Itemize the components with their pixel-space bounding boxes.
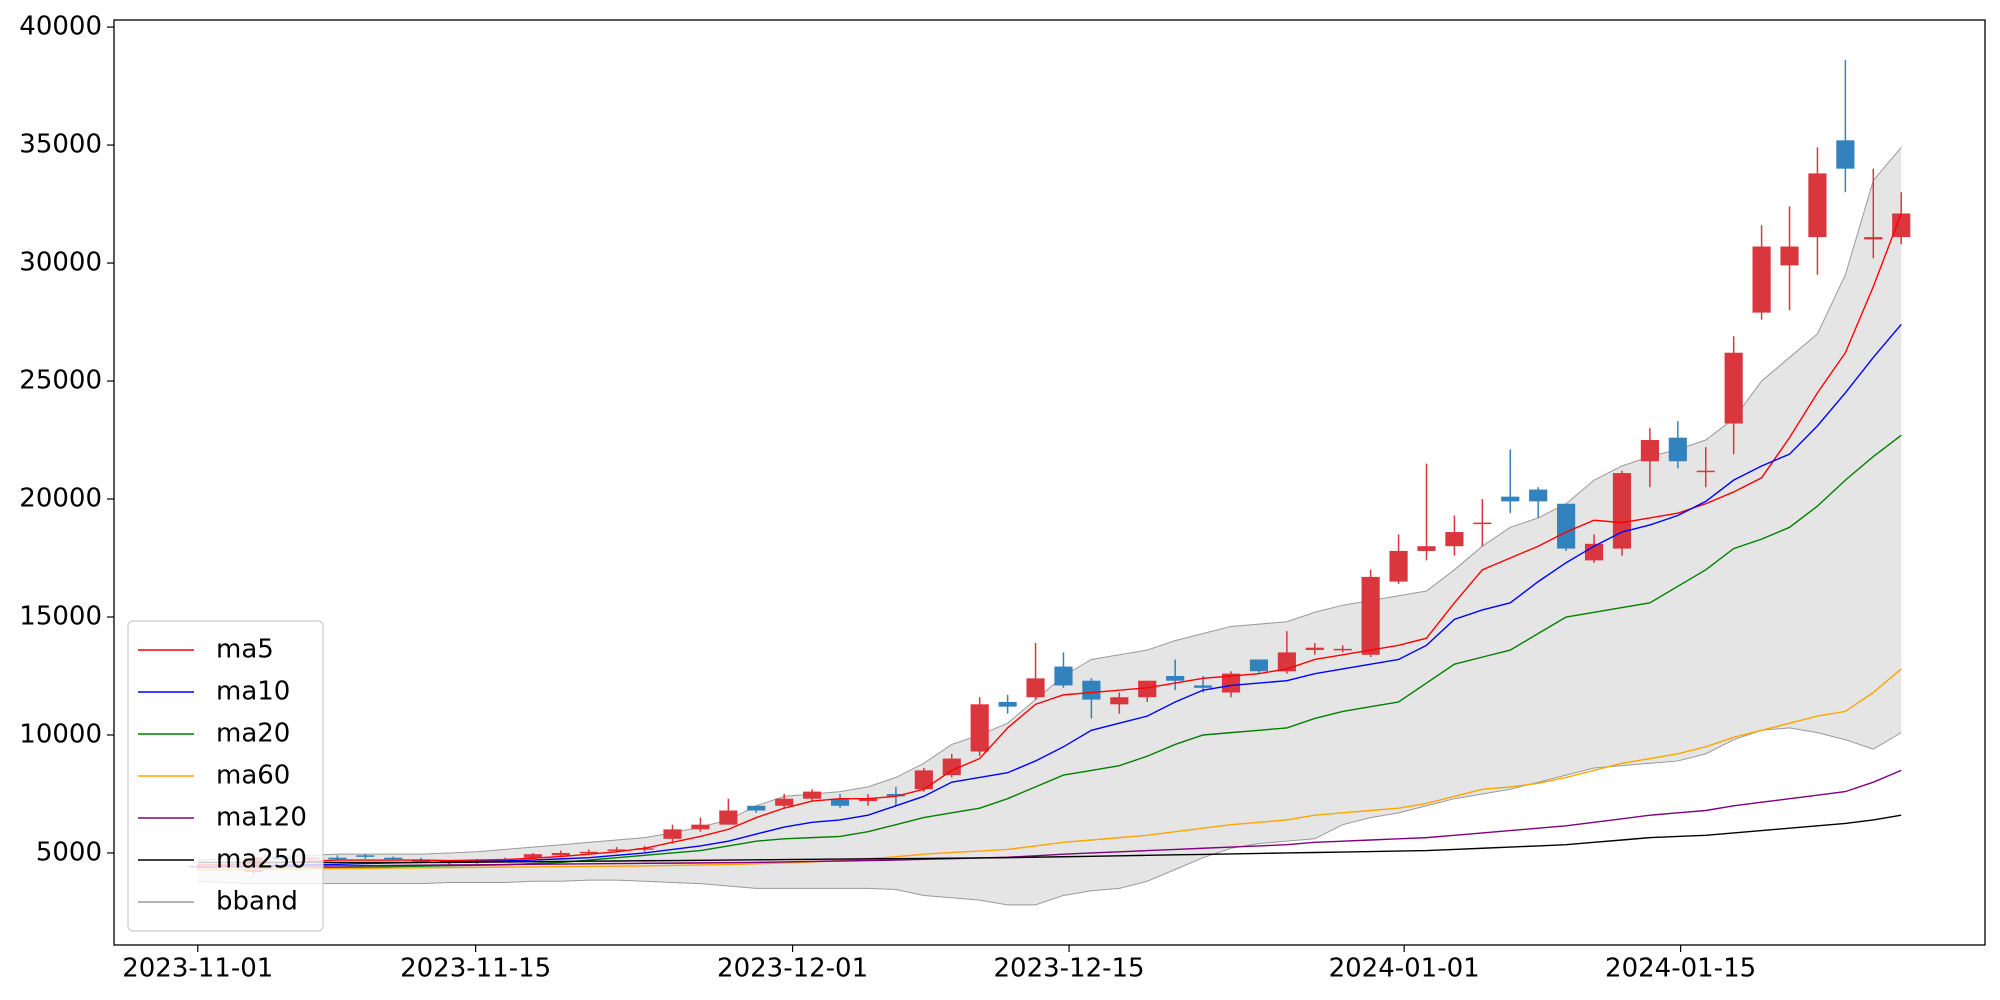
candle-body (1389, 550, 1408, 582)
candle-body (1417, 546, 1436, 551)
candle-body (1361, 576, 1380, 655)
candle-body (635, 848, 654, 850)
x-tick-label: 2023-11-01 (122, 954, 273, 984)
candle-body (1082, 680, 1101, 700)
candle-body (1445, 532, 1464, 547)
plot-area (188, 60, 1911, 906)
y-tick-label: 20000 (19, 484, 102, 514)
legend-label: bband (216, 887, 298, 917)
candle-body (998, 701, 1017, 707)
candle-body (1305, 647, 1324, 651)
candle-body (1249, 659, 1269, 672)
candle-body (1864, 237, 1883, 240)
candle-body (803, 791, 822, 799)
x-tick-label: 2023-11-15 (400, 954, 551, 984)
ma-line (197, 769, 1902, 868)
candle-body (1780, 246, 1799, 266)
candle-body (1808, 173, 1827, 238)
candle-body (1473, 522, 1492, 525)
candle-body (830, 798, 850, 806)
band-fill (197, 147, 1902, 905)
candle-body (607, 849, 626, 851)
candle-body (384, 857, 403, 860)
candle-body (858, 798, 878, 802)
candle-body (1640, 440, 1659, 462)
candle-body (1724, 352, 1743, 424)
candle-body (970, 704, 989, 752)
legend-label: ma20 (216, 719, 290, 749)
legend-label: ma250 (216, 845, 307, 875)
candle-body (1333, 648, 1352, 651)
candle-body (356, 855, 375, 857)
candle-body (579, 851, 598, 854)
ma-line (197, 323, 1902, 868)
candle-body (412, 860, 431, 862)
candle-body (551, 852, 570, 856)
candle-body (1110, 697, 1129, 705)
legend-label: ma60 (216, 761, 290, 791)
legend-label: ma5 (216, 635, 274, 665)
candle-body (1557, 503, 1576, 549)
candle-body (1696, 470, 1715, 473)
candle-body (1752, 246, 1771, 313)
x-tick-label: 2024-01-01 (1329, 954, 1480, 984)
candle-body (1612, 473, 1632, 549)
legend-label: ma10 (216, 677, 290, 707)
candle-body (663, 829, 682, 839)
candle-body (1584, 543, 1604, 561)
ma-line (197, 213, 1902, 866)
y-tick-label: 35000 (19, 130, 102, 160)
candle-body (1054, 666, 1073, 686)
candle-body (1138, 680, 1157, 698)
candle-body (719, 810, 738, 825)
candle-body (1277, 652, 1296, 672)
legend-label: ma120 (216, 803, 307, 833)
candle-body (1194, 685, 1213, 688)
candle-body (1668, 437, 1687, 462)
candle-body (328, 857, 347, 860)
legend-box (127, 620, 324, 932)
candle-body (1166, 675, 1185, 681)
candle-body (691, 824, 710, 830)
candle-body (1892, 213, 1911, 238)
candle-body (1836, 140, 1855, 169)
y-tick-label: 5000 (36, 837, 102, 867)
candle-body (942, 758, 961, 776)
ma-line (197, 814, 1902, 864)
x-tick-label: 2023-12-01 (717, 954, 868, 984)
x-tick-label: 2023-12-15 (993, 954, 1144, 984)
axes-frame (113, 19, 1986, 946)
y-tick-label: 10000 (19, 719, 102, 749)
y-tick-label: 25000 (19, 366, 102, 396)
candle-body (1501, 496, 1520, 502)
band-upper (197, 147, 1902, 861)
candle-body (775, 798, 794, 806)
legend: ma5 ma10 ma20 ma60 ma120 ma250 bband (127, 620, 324, 932)
band-lower (197, 727, 1902, 906)
y-tick-label: 30000 (19, 248, 102, 278)
candle-body (1026, 678, 1045, 698)
candle-body (914, 770, 933, 790)
candle-body (523, 854, 542, 858)
ma-line (197, 668, 1902, 871)
candle-body (886, 793, 905, 797)
candle-body (1529, 489, 1548, 502)
x-tick-label: 2024-01-15 (1605, 954, 1756, 984)
candle-body (747, 805, 766, 811)
y-tick-label: 40000 (19, 12, 102, 42)
y-tick-label: 15000 (19, 602, 102, 632)
candle-body (1221, 673, 1241, 693)
